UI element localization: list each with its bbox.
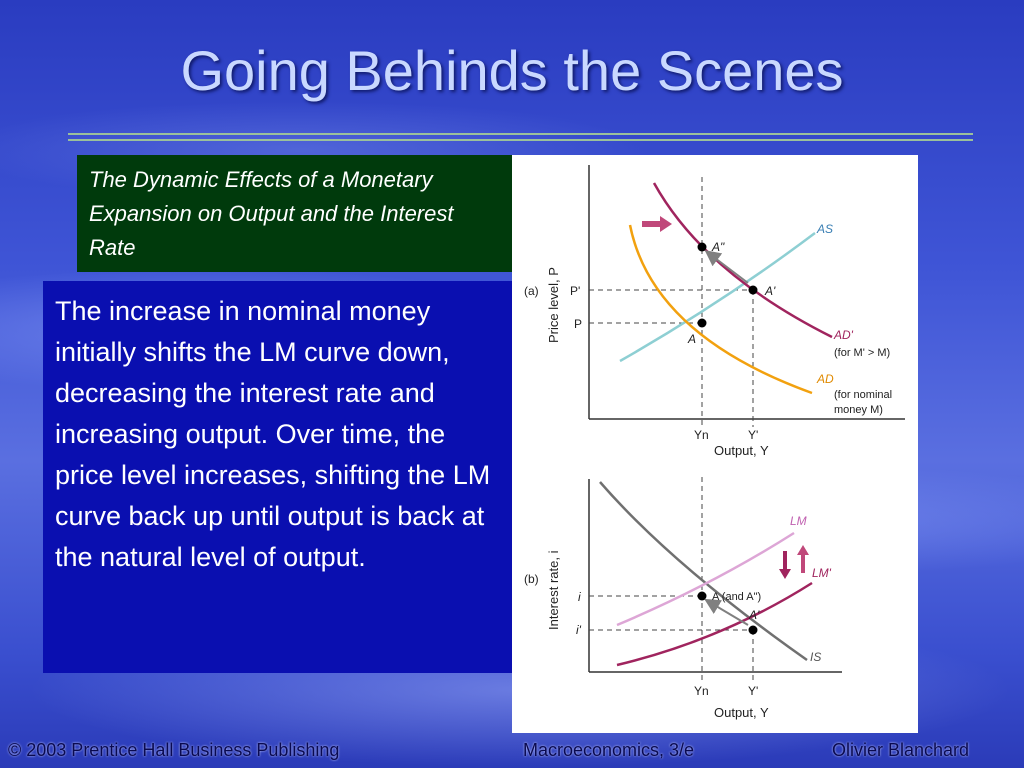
footer-book: Macroeconomics, 3/e <box>523 740 695 760</box>
lm-label: LM <box>790 514 807 528</box>
panel-a-x-axis-label: Output, Y <box>714 443 769 458</box>
panel-a: (a) Price level, P P' P Yn Y' Output, Y … <box>524 165 905 458</box>
panel-b-x-axis-label: Output, Y <box>714 705 769 720</box>
as-curve <box>619 232 816 363</box>
ad-note-line-2: money M) <box>834 404 883 416</box>
body-text: The increase in nominal money initially … <box>43 281 512 673</box>
point-a-prime-label: A' <box>764 284 776 298</box>
lm-prime-curve <box>616 581 813 667</box>
panel-a-yprime-tick: Y' <box>748 428 758 442</box>
panel-b-yn-tick: Yn <box>694 684 709 698</box>
footer-copyright: © 2003 Prentice Hall Business Publishing <box>8 740 340 760</box>
lm-shift-arrow-icon <box>779 545 809 579</box>
ad-prime-note: (for M' > M) <box>834 347 890 359</box>
lm-prime-label: LM' <box>812 566 832 580</box>
panel-a-tag: (a) <box>524 284 539 298</box>
point-a-double-prime-label: A" <box>711 240 725 254</box>
ad-label: AD <box>816 372 834 386</box>
lm-curve <box>616 531 795 627</box>
ad-prime-label: AD' <box>833 328 854 342</box>
title-divider-top <box>68 133 973 135</box>
ad-prime-curve <box>652 182 833 339</box>
panel-a-yn-tick: Yn <box>694 428 709 442</box>
point-b-a-prime-label: A' <box>748 608 760 622</box>
panel-b: (b) Interest rate, i i i' Yn Y' Output, … <box>524 477 842 720</box>
title-divider-bottom <box>68 139 973 141</box>
panel-b-iprime-tick: i' <box>576 623 582 637</box>
is-label: IS <box>810 650 821 664</box>
panel-a-p-tick: P <box>574 317 582 331</box>
as-label: AS <box>816 222 833 236</box>
footer-author: Olivier Blanchard <box>832 740 970 760</box>
point-a <box>697 318 707 328</box>
panel-b-i-tick: i <box>578 590 581 604</box>
panel-a-y-axis-label: Price level, P <box>546 267 561 343</box>
point-a-double-prime <box>697 242 707 252</box>
figure-caption: The Dynamic Effects of a Monetary Expans… <box>77 155 512 272</box>
panel-b-y-axis-label: Interest rate, i <box>546 550 561 630</box>
panel-a-pprime-tick: P' <box>570 284 580 298</box>
economics-diagram: (a) Price level, P P' P Yn Y' Output, Y … <box>524 165 905 720</box>
ad-note-line-1: (for nominal <box>834 389 892 401</box>
point-a-label: A <box>687 332 696 346</box>
point-b-a-prime <box>748 625 758 635</box>
point-b-a <box>697 591 707 601</box>
panel-b-tag: (b) <box>524 572 539 586</box>
adjustment-path-arrow-icon <box>704 250 749 284</box>
is-curve <box>599 481 808 662</box>
ad-curve <box>628 224 813 395</box>
panel-b-yprime-tick: Y' <box>748 684 758 698</box>
slide-title: Going Behinds the Scenes <box>180 39 844 102</box>
lm-adjustment-arrow-icon <box>704 598 749 626</box>
point-a-prime <box>748 285 758 295</box>
figure-panel: (a) Price level, P P' P Yn Y' Output, Y … <box>512 155 918 733</box>
ad-shift-arrow-icon <box>642 216 672 232</box>
point-b-a-label: A (and A") <box>712 591 761 603</box>
